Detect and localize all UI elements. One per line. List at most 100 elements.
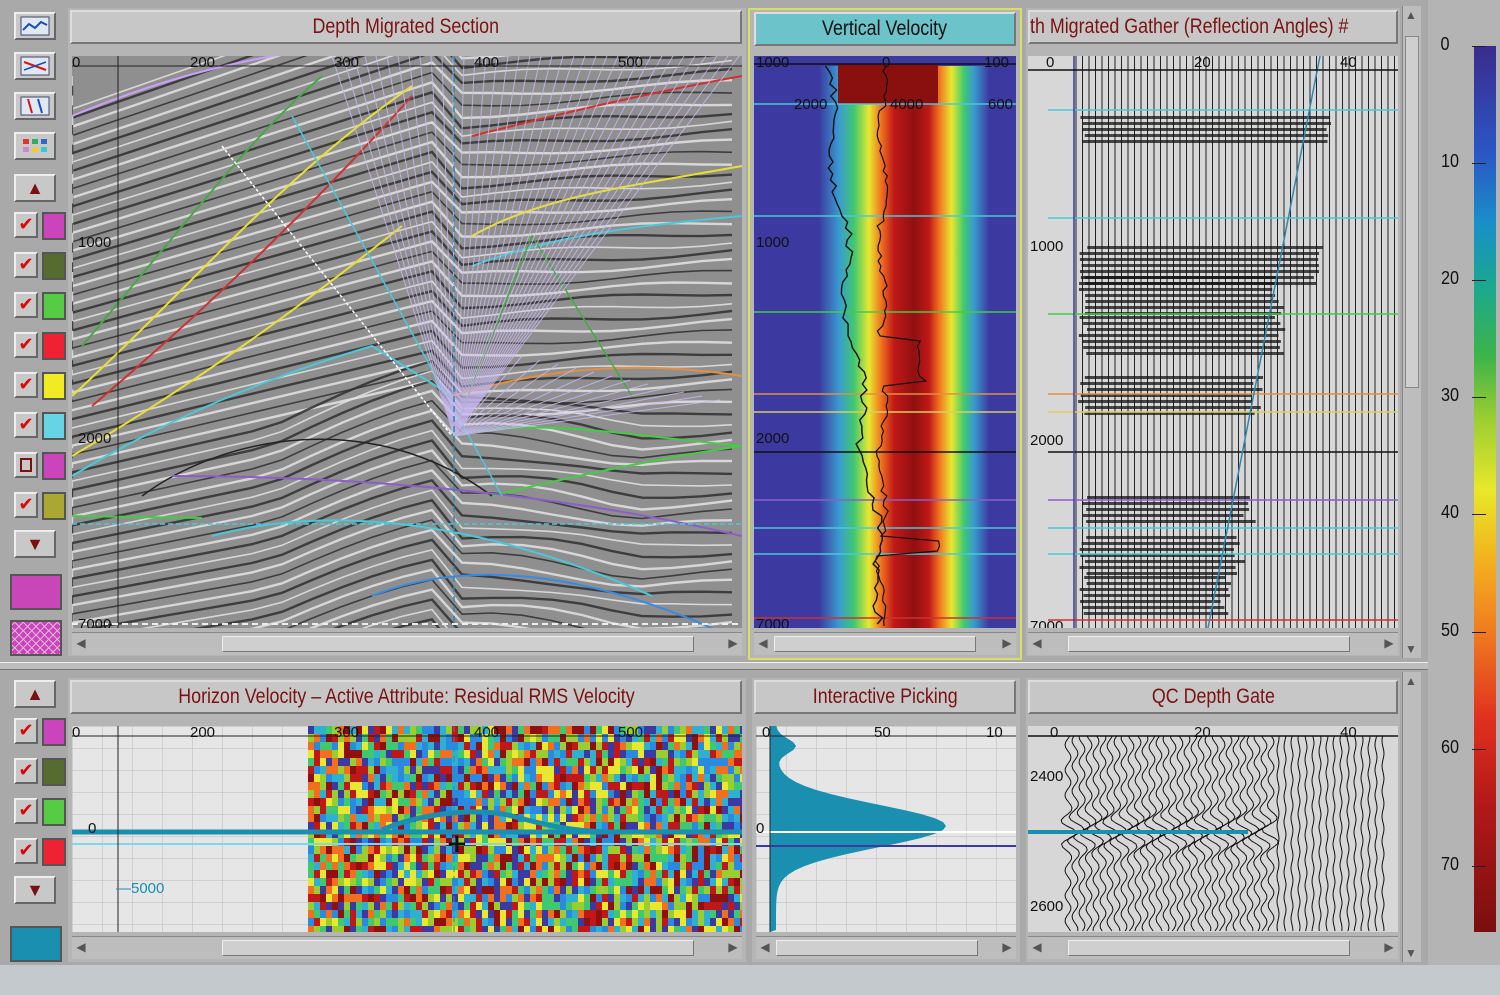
fill-pattern-swatch[interactable]	[10, 620, 62, 656]
layer-visibility-checkbox[interactable]: ✔	[14, 412, 38, 438]
scroll-thumb[interactable]	[222, 940, 694, 956]
layer-visibility-checkbox[interactable]: ✔	[14, 492, 38, 518]
layer-color-swatch[interactable]	[42, 412, 66, 440]
layer-visibility-checkbox[interactable]: ✔	[14, 798, 38, 824]
scroll-left-icon[interactable]: ◀	[1030, 940, 1044, 954]
layer-color-swatch[interactable]	[42, 718, 66, 746]
layer-row: ✔	[14, 714, 68, 748]
layer-visibility-checkbox[interactable]: ✔	[14, 838, 38, 864]
panel-title: Vertical Velocity	[754, 12, 1016, 46]
scroll-left-icon[interactable]: ◀	[758, 940, 772, 954]
grid-view-icon[interactable]	[14, 132, 56, 160]
horizontal-scrollbar[interactable]: ◀ ▶	[754, 632, 1016, 655]
x-tick-label: 1000	[756, 56, 789, 71]
layer-color-swatch[interactable]	[42, 372, 66, 400]
scroll-up-icon[interactable]: ▲	[1405, 8, 1417, 22]
color-scale-label: 10	[1441, 151, 1459, 172]
x-tick-label: 200	[190, 56, 215, 71]
y-tick-label: 7000	[1030, 618, 1063, 628]
scroll-left-icon[interactable]: ◀	[74, 940, 88, 954]
scroll-left-icon[interactable]: ◀	[74, 636, 88, 650]
layer-color-swatch[interactable]	[42, 838, 66, 866]
layer-color-swatch[interactable]	[42, 452, 66, 480]
migrated-gather-panel: th Migrated Gather (Reflection Angles) #…	[1026, 8, 1400, 656]
layer-visibility-checkbox[interactable]: ✔	[14, 758, 38, 784]
picking-canvas	[756, 726, 1016, 932]
seismic-section-plot[interactable]: 0 200 300 400 500 1000 2000 7000	[72, 56, 742, 628]
scroll-left-icon[interactable]: ◀	[1030, 636, 1044, 650]
scroll-thumb[interactable]	[776, 940, 978, 956]
color-scale-tick	[1472, 163, 1486, 164]
y-tick-label: 1000	[756, 234, 789, 251]
scroll-thumb[interactable]	[222, 636, 694, 652]
scroll-down-button[interactable]: ▼	[14, 530, 56, 558]
splitter[interactable]	[0, 662, 1428, 670]
application-window: ▲ ✔ ✔ ✔ ✔ ✔ ✔ ✔ ▼ ▲ ✔ ✔ ✔ ✔ ▼ Depth Migrated Sect…	[0, 0, 1500, 965]
velocity-canvas	[754, 56, 1016, 628]
layer-visibility-checkbox[interactable]: ✔	[14, 332, 38, 358]
vertical-scrollbar-top[interactable]: ▲ ▼	[1402, 6, 1421, 658]
horizon-pick-icon[interactable]	[14, 52, 56, 80]
velocity-plot[interactable]: 1000 0 100 2000 4000 600 1000 2000 7000	[754, 56, 1016, 628]
scroll-up-icon[interactable]: ▲	[1405, 674, 1417, 688]
fault-pick-icon[interactable]	[14, 92, 56, 120]
scroll-up-button[interactable]: ▲	[14, 174, 56, 202]
layer-color-swatch[interactable]	[42, 252, 66, 280]
y-tick-label: 2400	[1030, 768, 1063, 785]
vertical-velocity-panel: Vertical Velocity	[748, 8, 1022, 660]
layer-color-swatch[interactable]	[42, 332, 66, 360]
horizontal-scrollbar[interactable]: ◀ ▶	[72, 936, 742, 959]
color-scale-label: 60	[1441, 737, 1459, 758]
layer-visibility-checkbox[interactable]: ✔	[14, 372, 38, 398]
scroll-thumb[interactable]	[774, 636, 976, 652]
layer-color-swatch[interactable]	[42, 292, 66, 320]
active-color-swatch-bottom[interactable]	[10, 926, 62, 962]
scroll-right-icon[interactable]: ▶	[726, 940, 740, 954]
layer-visibility-checkbox[interactable]: ✔	[14, 718, 38, 744]
gather-plot[interactable]: 0 20 40 1000 2000 7000	[1028, 56, 1398, 628]
y-tick-label: 7000	[78, 616, 111, 628]
x-tick-label: 0	[72, 726, 80, 741]
scroll-down-icon[interactable]: ▼	[1405, 642, 1417, 656]
scroll-thumb[interactable]	[1068, 940, 1350, 956]
panel-title: Interactive Picking	[754, 680, 1016, 714]
scroll-right-icon[interactable]: ▶	[1000, 636, 1014, 650]
horizon-velocity-canvas: +	[72, 726, 742, 932]
scroll-thumb[interactable]	[1405, 36, 1419, 388]
color-scale-tick	[1472, 397, 1486, 398]
layer-visibility-checkbox[interactable]: ✔	[14, 252, 38, 278]
vertical-scrollbar-bottom[interactable]: ▲ ▼	[1402, 672, 1421, 962]
horizon-velocity-plot[interactable]: + 0 200 300 400 500 0 —5000	[72, 726, 742, 932]
scroll-right-icon[interactable]: ▶	[1382, 940, 1396, 954]
active-color-swatch[interactable]	[10, 574, 62, 610]
picking-plot[interactable]: 0 50 10 0	[756, 726, 1016, 932]
scroll-left-icon[interactable]: ◀	[756, 636, 770, 650]
layer-visibility-checkbox[interactable]: ✔	[14, 212, 38, 238]
section-view-icon[interactable]	[14, 12, 56, 40]
scroll-up-button-bottom[interactable]: ▲	[14, 680, 56, 708]
scroll-down-icon[interactable]: ▼	[1405, 946, 1417, 960]
scroll-right-icon[interactable]: ▶	[1000, 940, 1014, 954]
scroll-thumb[interactable]	[1068, 636, 1350, 652]
horizontal-scrollbar[interactable]: ◀ ▶	[72, 632, 742, 655]
x-tick-label: 40	[1340, 726, 1357, 741]
layer-visibility-checkbox[interactable]	[14, 452, 38, 478]
scroll-right-icon[interactable]: ▶	[726, 636, 740, 650]
x-tick-label: 0	[882, 56, 890, 71]
scroll-down-button-bottom[interactable]: ▼	[14, 876, 56, 904]
svg-text:+: +	[446, 829, 468, 859]
y-tick-label: 2600	[1030, 898, 1063, 915]
qc-gate-plot[interactable]: 0 20 40 2400 2600	[1028, 726, 1398, 932]
layer-color-swatch[interactable]	[42, 492, 66, 520]
horizontal-scrollbar[interactable]: ◀ ▶	[1028, 936, 1398, 959]
horizontal-scrollbar[interactable]: ◀ ▶	[756, 936, 1016, 959]
y-tick-label: 2000	[1030, 432, 1063, 449]
layer-color-swatch[interactable]	[42, 798, 66, 826]
layer-visibility-checkbox[interactable]: ✔	[14, 292, 38, 318]
horizontal-scrollbar[interactable]: ◀ ▶	[1028, 632, 1398, 655]
layer-color-swatch[interactable]	[42, 758, 66, 786]
x-tick-label: 0	[1050, 726, 1058, 741]
layer-color-swatch[interactable]	[42, 212, 66, 240]
horizon-velocity-panel: Horizon Velocity – Active Attribute: Res…	[68, 678, 746, 962]
scroll-right-icon[interactable]: ▶	[1382, 636, 1396, 650]
